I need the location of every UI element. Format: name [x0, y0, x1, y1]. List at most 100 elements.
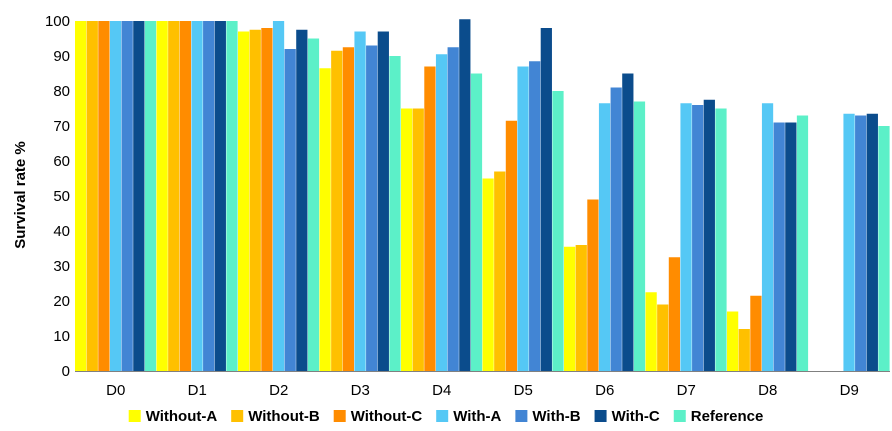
legend-label: Without-A [146, 408, 218, 425]
legend-swatch [333, 410, 346, 422]
bar-with-c-d0 [133, 21, 145, 371]
y-tick-label: 50 [53, 188, 70, 205]
x-tick-label: D0 [106, 382, 125, 399]
bar-without-c-d1 [179, 21, 192, 371]
x-tick-label: D7 [677, 382, 696, 399]
x-tick-label: D6 [595, 382, 614, 399]
y-tick-label: 20 [53, 293, 70, 310]
bar-reference-d3 [389, 56, 401, 371]
legend: Without-A Without-B Without-C With-A With-B W… [128, 408, 764, 425]
y-tick-label: 80 [53, 83, 70, 100]
legend-swatch [231, 410, 244, 422]
bar-without-b-d5 [494, 171, 506, 371]
legend-swatch [673, 410, 686, 422]
bar-reference-d0 [144, 21, 157, 371]
y-tick-label: 10 [53, 328, 70, 345]
x-tick-label: D8 [758, 382, 777, 399]
legend-label: With-B [532, 408, 580, 425]
bar-with-b-d5 [529, 61, 541, 371]
bar-without-c-d5 [505, 120, 518, 371]
bar-with-b-d4 [447, 47, 459, 371]
bar-without-a-d5 [482, 178, 494, 371]
bar-with-b-d3 [366, 45, 378, 371]
bar-with-a-d6 [598, 103, 611, 371]
bar-without-c-d4 [424, 66, 436, 371]
legend-swatch [128, 410, 141, 422]
bar-without-c-d8 [750, 295, 762, 371]
y-axis-title: Survival rate % [12, 141, 29, 249]
y-tick-label: 40 [53, 223, 70, 240]
legend-swatch [515, 410, 528, 422]
bar-without-a-d2 [238, 31, 250, 371]
bar-without-c-d2 [261, 28, 273, 371]
bar-without-c-d7 [668, 257, 681, 371]
bar-with-b-d0 [121, 21, 133, 371]
x-tick-label: D5 [514, 382, 533, 399]
bar-with-a-d8 [761, 103, 774, 371]
legend-label: With-A [453, 408, 501, 425]
bar-with-a-d1 [191, 21, 203, 371]
bar-without-b-d4 [412, 108, 424, 371]
bar-with-a-d0 [109, 21, 122, 371]
bar-without-a-d6 [564, 246, 576, 371]
bar-without-b-d0 [86, 21, 98, 371]
bar-without-b-d1 [168, 21, 180, 371]
y-tick-label: 30 [53, 258, 70, 275]
bar-with-c-d7 [703, 99, 715, 371]
tick-labels: 0 10 20 30 40 50 60 70 80 90 100 D0 D1 D2 D3 D4 D5 D6 D7 D8… [45, 13, 859, 399]
bar-reference-d5 [552, 91, 564, 371]
bar-reference-d4 [470, 73, 483, 371]
bar-without-a-d7 [645, 292, 657, 371]
bar-with-c-d1 [214, 21, 226, 371]
bar-reference-d1 [226, 21, 238, 371]
bar-reference-d7 [715, 108, 727, 371]
bar-with-b-d1 [203, 21, 215, 371]
bar-without-a-d8 [727, 311, 739, 371]
y-tick-label: 70 [53, 118, 70, 135]
legend-label: Without-C [351, 408, 423, 425]
bar-without-c-d0 [98, 21, 110, 371]
bar-with-c-d3 [377, 31, 389, 371]
bar-with-a-d4 [435, 54, 448, 371]
bar-without-b-d7 [657, 304, 669, 371]
bar-with-c-d9 [866, 113, 878, 371]
legend-swatch [436, 410, 449, 422]
x-tick-label: D9 [840, 382, 859, 399]
bar-with-a-d5 [517, 66, 529, 371]
legend-label: Reference [691, 408, 764, 425]
bar-with-b-d6 [610, 87, 622, 371]
bar-reference-d8 [796, 115, 809, 371]
bar-with-b-d7 [692, 105, 704, 371]
bars [75, 19, 890, 371]
bar-with-a-d2 [272, 21, 285, 371]
bar-with-b-d8 [773, 122, 785, 371]
y-tick-label: 0 [62, 363, 70, 380]
bar-with-c-d4 [459, 19, 471, 371]
bar-without-a-d3 [319, 68, 331, 371]
x-tick-label: D3 [351, 382, 370, 399]
bar-without-a-d4 [401, 108, 413, 371]
bar-with-c-d2 [296, 29, 308, 371]
bar-with-c-d8 [785, 122, 797, 371]
bar-reference-d9 [878, 126, 890, 371]
bar-with-a-d7 [680, 103, 692, 371]
legend-swatch [594, 410, 607, 422]
bar-with-b-d9 [855, 115, 867, 371]
bar-with-a-d3 [354, 31, 366, 371]
bar-without-a-d1 [156, 21, 168, 371]
bar-with-b-d2 [284, 49, 296, 371]
bar-without-c-d6 [587, 199, 599, 371]
x-tick-label: D2 [269, 382, 288, 399]
bar-with-c-d6 [622, 73, 634, 371]
bar-without-b-d2 [249, 29, 261, 371]
bar-without-a-d0 [75, 21, 87, 371]
bar-reference-d2 [307, 38, 320, 371]
bar-with-c-d5 [540, 28, 552, 371]
y-tick-label: 90 [53, 48, 70, 65]
bar-without-b-d3 [331, 50, 343, 371]
bar-without-b-d8 [738, 329, 750, 371]
bar-without-c-d3 [342, 47, 355, 371]
legend-label: Without-B [248, 408, 320, 425]
